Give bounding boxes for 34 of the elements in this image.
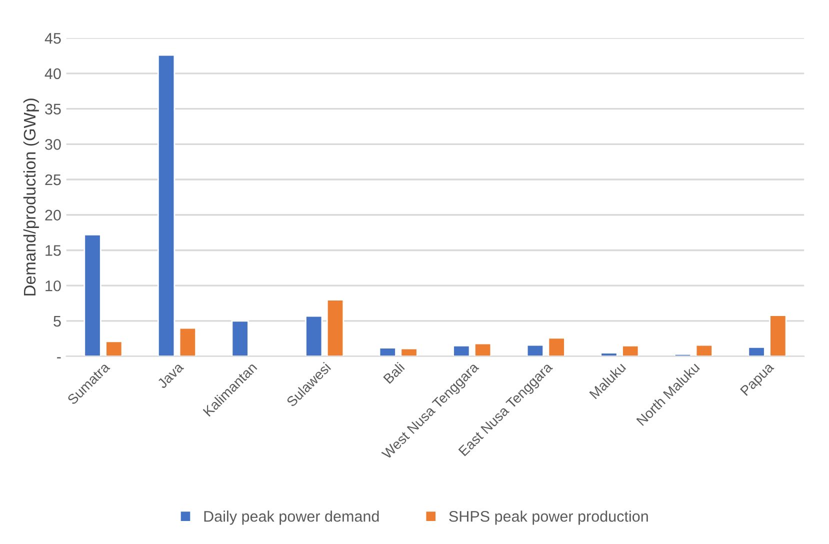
bar [674, 354, 692, 356]
y-tick-label: 15 [46, 245, 61, 256]
y-tick-label: 45 [44, 33, 61, 44]
bar [622, 345, 640, 356]
y-axis-title: Demand/production (GWp) [23, 98, 39, 296]
bar [178, 327, 196, 356]
bar [326, 299, 344, 356]
legend-label: Daily peak power demand [204, 510, 379, 525]
bar [548, 337, 566, 356]
x-tick-label: Java [156, 362, 184, 389]
bar [105, 340, 123, 356]
bar [769, 314, 787, 356]
bar [526, 344, 544, 356]
x-tick-label: Bali [382, 362, 405, 384]
legend-label: SHPS peak power production [449, 510, 648, 525]
bar [695, 344, 713, 356]
bar [474, 342, 492, 356]
bar [157, 54, 176, 356]
bar [452, 345, 470, 356]
y-tick-label: 20 [45, 210, 61, 221]
y-tick-label: 5 [54, 316, 61, 327]
bar [231, 320, 249, 356]
y-tick-label: 30 [45, 139, 61, 150]
bar [305, 315, 323, 356]
y-tick-label: 40 [44, 68, 61, 80]
y-tick-label: 10 [46, 280, 61, 292]
bar [400, 348, 418, 356]
y-tick-label: 25 [45, 174, 61, 186]
bar [600, 352, 618, 356]
bar [84, 234, 102, 356]
y-tick-label: 35 [45, 104, 61, 114]
bar [748, 346, 766, 356]
y-tick-label: - [57, 357, 61, 358]
bar [378, 347, 396, 356]
